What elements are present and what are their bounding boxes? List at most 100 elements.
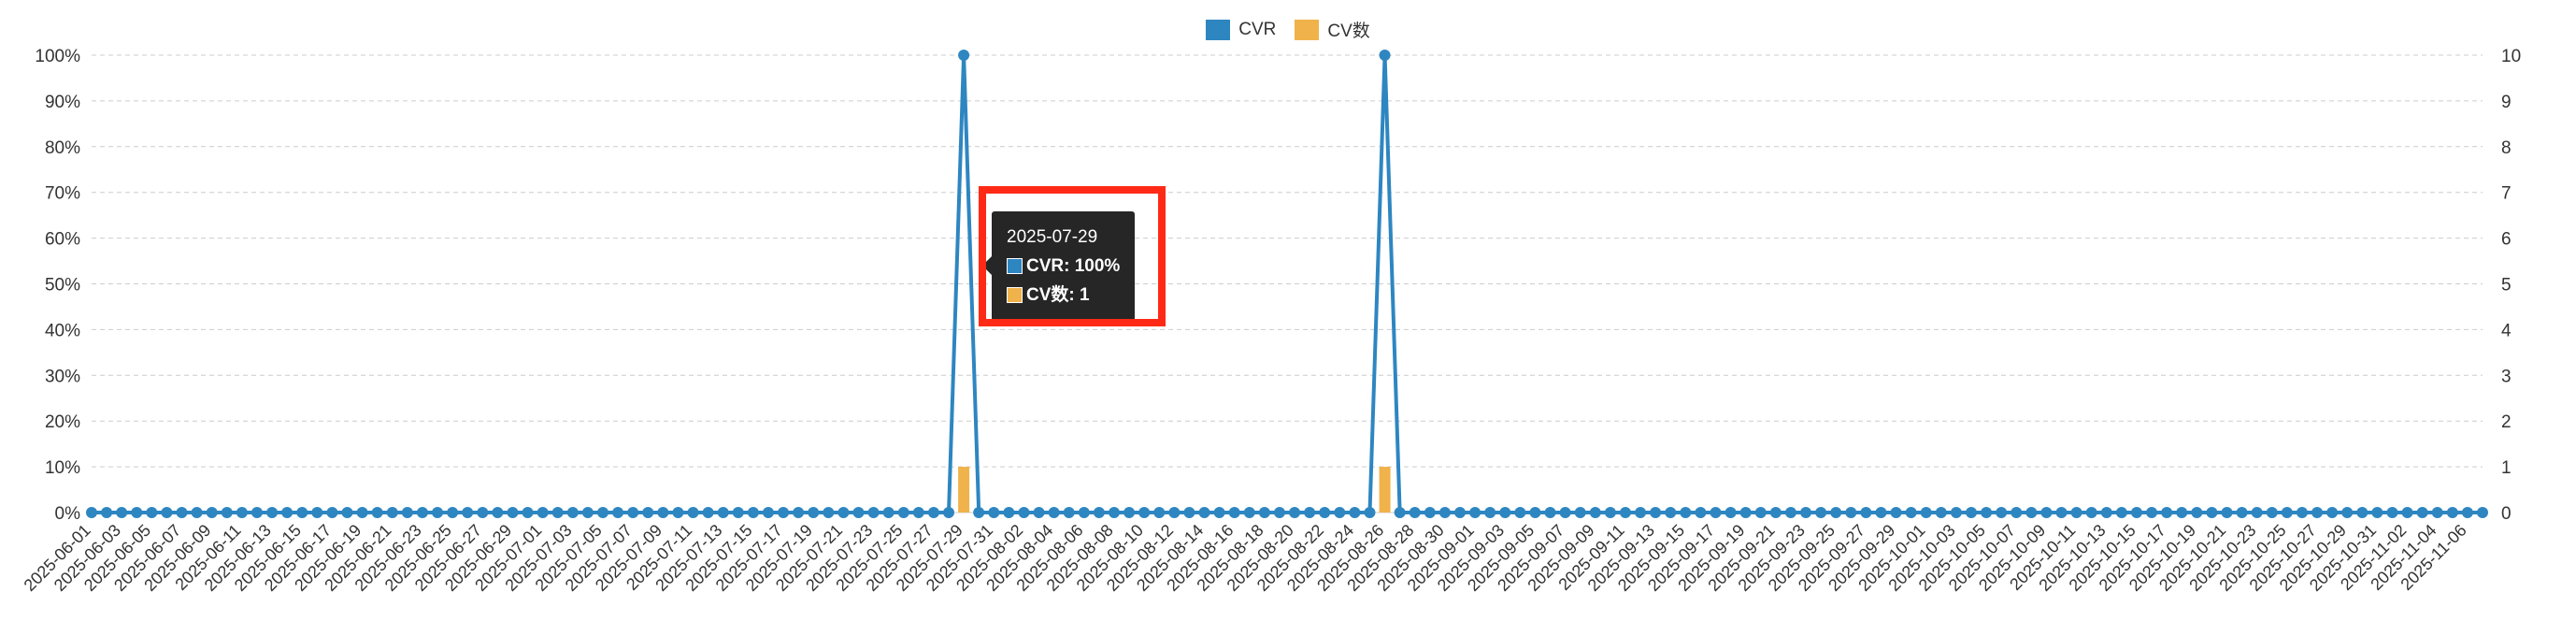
cvr-point: [1559, 507, 1571, 518]
left-axis-tick-label: 80%: [45, 138, 80, 158]
cvr-point: [793, 507, 805, 518]
cvr-point: [1138, 507, 1151, 518]
cvr-point: [912, 507, 924, 518]
cvr-point: [1469, 507, 1481, 518]
cvr-point: [116, 507, 128, 518]
cvr-point: [522, 507, 534, 518]
left-axis-tick-label: 30%: [45, 367, 80, 386]
cvr-point: [1003, 507, 1015, 518]
cvr-point: [1739, 507, 1752, 518]
cvr-point: [1108, 507, 1120, 518]
cvr-point: [2281, 507, 2293, 518]
cvr-point: [596, 507, 608, 518]
cvr-point: [551, 507, 564, 518]
legend-label-cvr: CVR: [1238, 19, 1277, 39]
cvr-point: [2477, 507, 2488, 518]
tooltip: 2025-07-29 CVR: 100% CV数: 1: [982, 211, 1136, 321]
cv-bar: [958, 467, 970, 513]
cvr-point: [1499, 507, 1511, 518]
cvr-point: [2386, 507, 2398, 518]
cvr-point: [2055, 507, 2068, 518]
tooltip-arrow: [982, 256, 992, 275]
cvr-point: [2191, 507, 2203, 518]
tooltip-cv-value: CV数: 1: [1026, 285, 1090, 305]
right-axis-tick-label: 6: [2501, 230, 2512, 250]
left-axis: 0% 10% 20% 30% 40% 50% 60% 70% 80% 90% 100%: [35, 47, 80, 524]
cvr-point: [1168, 507, 1181, 518]
cvr-point: [1619, 507, 1631, 518]
cvr-point: [2221, 507, 2233, 518]
cvr-point: [1304, 507, 1316, 518]
cvr-point: [101, 507, 113, 518]
legend-item-cv[interactable]: CV数: [1295, 17, 1370, 42]
cvr-point: [1228, 507, 1240, 518]
cvr-point: [1966, 507, 1978, 518]
left-axis-tick-label: 40%: [45, 321, 80, 340]
cvr-point: [2296, 507, 2308, 518]
cvr-point: [897, 507, 909, 518]
cvr-point: [778, 507, 790, 518]
cvr-point: [732, 507, 744, 518]
cvr-point: [1981, 507, 1993, 518]
cvr-point: [581, 507, 594, 518]
cvr-point: [1514, 507, 1526, 518]
cvr-point: [1033, 507, 1045, 518]
cvr-point: [1830, 507, 1842, 518]
cvr-point: [2176, 507, 2188, 518]
cvr-point: [1754, 507, 1767, 518]
left-axis-tick-label: 10%: [45, 458, 80, 478]
cvr-point: [2070, 507, 2082, 518]
cvr-point: [341, 507, 353, 518]
cvr-point: [2206, 507, 2218, 518]
cvr-point: [1650, 507, 1662, 518]
cvr-point: [1409, 507, 1421, 518]
tooltip-swatch-cvr: [1007, 258, 1023, 274]
cvr-point: [1665, 507, 1677, 518]
cvr-point: [927, 507, 939, 518]
cvr-point: [2011, 507, 2023, 518]
cvr-point: [1860, 507, 1872, 518]
cvr-point: [266, 507, 279, 518]
cvr-point: [1213, 507, 1225, 518]
right-axis-tick-label: 8: [2501, 138, 2512, 158]
cvr-point: [1364, 507, 1376, 518]
cvr-point: [236, 507, 248, 518]
left-axis-tick-label: 50%: [45, 276, 80, 296]
cvr-point: [1800, 507, 1812, 518]
cvr-point: [2416, 507, 2428, 518]
cvr-point: [191, 507, 203, 518]
cvr-point: [2146, 507, 2158, 518]
cvr-point: [1529, 507, 1541, 518]
cvr-point: [823, 507, 835, 518]
cvr-point: [1258, 507, 1270, 518]
cvr-point: [2251, 507, 2263, 518]
cvr-point: [1845, 507, 1857, 518]
cvr-point: [1635, 507, 1647, 518]
left-axis-tick-label: 20%: [45, 412, 80, 432]
cvr-point: [566, 507, 579, 518]
right-axis-tick-label: 1: [2501, 458, 2512, 478]
cvr-point: [537, 507, 549, 518]
cvr-point: [1078, 507, 1090, 518]
cvr-point: [867, 507, 880, 518]
cvr-point: [1183, 507, 1195, 518]
cvr-point: [1454, 507, 1467, 518]
cvr-point: [642, 507, 654, 518]
right-axis-tick-label: 10: [2501, 47, 2521, 66]
cvr-point: [2356, 507, 2368, 518]
cvr-point: [762, 507, 774, 518]
cvr-point: [1574, 507, 1586, 518]
cvr-point: [1724, 507, 1737, 518]
cvr-point: [687, 507, 699, 518]
legend-item-cvr[interactable]: CVR: [1206, 17, 1276, 42]
cvr-point: [717, 507, 729, 518]
cvr-point: [161, 507, 173, 518]
cvr-point: [1394, 507, 1406, 518]
cvr-point: [1349, 507, 1361, 518]
cvr-point: [1319, 507, 1331, 518]
cvr-point: [657, 507, 669, 518]
cvr-point: [943, 507, 955, 518]
grid-lines: [92, 54, 2483, 513]
cvr-point: [2161, 507, 2173, 518]
